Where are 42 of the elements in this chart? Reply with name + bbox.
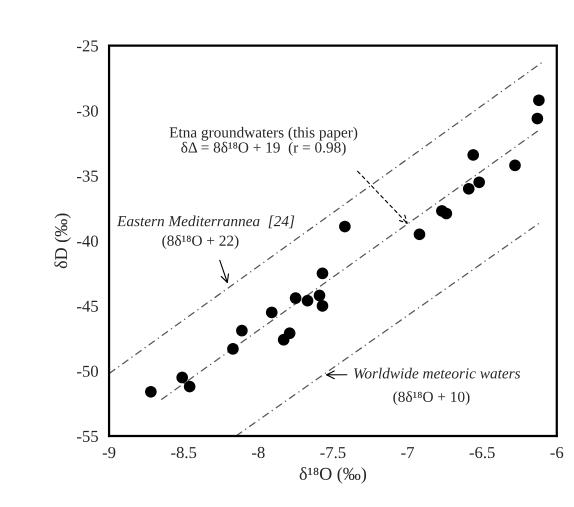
x-tick-label: -8 <box>252 446 265 458</box>
point <box>314 290 326 302</box>
point <box>509 160 521 172</box>
x-tick-label: -6.5 <box>470 446 495 458</box>
y-tick-label: -55 <box>77 430 98 442</box>
point <box>145 386 157 398</box>
y-axis-title: δD (‰) <box>54 214 71 268</box>
x-tick-label: -8.5 <box>171 446 196 458</box>
point <box>284 327 296 340</box>
point <box>176 372 188 384</box>
point <box>414 228 426 240</box>
x-tick-label: -7 <box>401 447 414 458</box>
annotation: (8δ¹⁸O + 22) <box>162 235 238 249</box>
x-tick-label: -9 <box>102 446 116 458</box>
point <box>316 300 328 312</box>
point <box>462 182 475 195</box>
point <box>316 268 328 280</box>
point <box>473 176 485 188</box>
point <box>532 112 544 124</box>
annotation: Eastern Mediterrannea [24] <box>116 216 294 228</box>
y-tick-label: -30 <box>77 105 98 117</box>
point <box>236 324 248 336</box>
y-tick-label: -25 <box>77 40 98 52</box>
y-tick-label: -50 <box>77 366 98 377</box>
x-axis-title: δ¹⁸O (‰) <box>300 467 366 484</box>
annotation: (8δ¹⁸O + 10) <box>393 391 470 406</box>
point <box>302 294 314 306</box>
point <box>467 149 480 161</box>
annotation: Etna groundwaters (this paper) δΔ = 8δ¹⁸O + 19 (r = 0.98) <box>170 126 358 156</box>
x-tick-label: -6 <box>550 446 564 458</box>
x-tick-label: -7.5 <box>320 447 346 458</box>
y-tick-label: -40 <box>77 236 98 247</box>
y-tick-label: -35 <box>77 170 98 182</box>
point <box>227 343 239 355</box>
point <box>440 208 452 220</box>
y-tick-label: -45 <box>77 300 98 312</box>
point <box>184 380 196 392</box>
point <box>290 292 302 304</box>
point <box>533 94 545 106</box>
point <box>339 220 351 232</box>
annotation: Worldwide meteoric waters <box>354 368 520 379</box>
point <box>266 306 278 318</box>
